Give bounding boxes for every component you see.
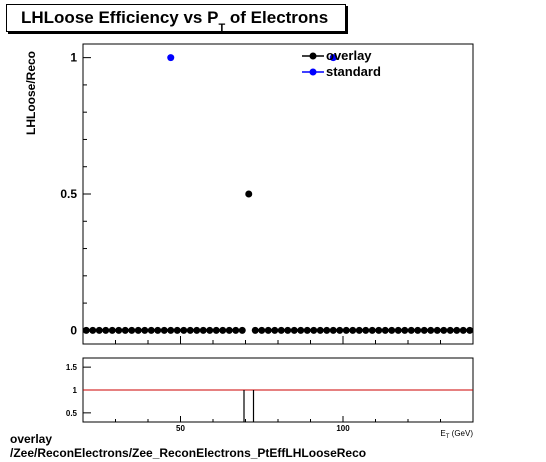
chart-title-subscript: T (218, 22, 226, 34)
overlay-point (115, 326, 123, 334)
overlay-point (407, 326, 415, 334)
overlay-point (459, 326, 467, 334)
overlay-point (108, 326, 116, 334)
overlay-point (420, 326, 428, 334)
footer-line-1: overlay (10, 432, 53, 446)
overlay-point (336, 326, 344, 334)
overlay-point (323, 326, 331, 334)
overlay-point (316, 326, 324, 334)
y-tick-label: 0 (70, 323, 77, 337)
overlay-point (154, 326, 162, 334)
overlay-point (401, 326, 409, 334)
overlay-point (238, 326, 246, 334)
footer: overlay /Zee/ReconElectrons/Zee_ReconEle… (10, 432, 366, 460)
overlay-point (102, 326, 110, 334)
overlay-point (381, 326, 389, 334)
standard-point (167, 54, 175, 62)
overlay-point (303, 326, 311, 334)
legend-standard-label: standard (326, 64, 381, 79)
main-marks (82, 54, 474, 334)
overlay-point (394, 326, 402, 334)
chart-title-main: LHLoose Efficiency vs P (21, 8, 219, 27)
legend-overlay-marker (309, 52, 317, 60)
footer-line-2: /Zee/ReconElectrons/Zee_ReconElectrons_P… (10, 446, 367, 460)
overlay-point (368, 326, 376, 334)
legend-standard-marker (309, 68, 317, 76)
ratio-y-tick-label: 1.5 (66, 363, 78, 372)
overlay-point (427, 326, 435, 334)
legend-overlay-label: overlay (326, 48, 372, 63)
ratio-axes: 0.5 1 1.5 50 100 (66, 363, 474, 433)
overlay-point (134, 326, 142, 334)
ratio-marks (83, 389, 473, 422)
overlay-point (349, 326, 357, 334)
standard-point (329, 54, 337, 62)
overlay-point (180, 326, 188, 334)
overlay-point (206, 326, 214, 334)
ratio-y-tick-label: 0.5 (66, 409, 78, 418)
overlay-point (251, 326, 259, 334)
chart-title: LHLoose Efficiency vs PT of Electrons (21, 8, 329, 34)
overlay-point (245, 190, 253, 198)
overlay-point (284, 326, 292, 334)
chart-title-rest: of Electrons (225, 8, 329, 27)
overlay-point (440, 326, 448, 334)
overlay-point (258, 326, 266, 334)
y-tick-label: 1 (70, 51, 77, 65)
overlay-point (128, 326, 136, 334)
overlay-point (375, 326, 383, 334)
overlay-point (167, 326, 175, 334)
overlay-point (466, 326, 474, 334)
ratio-x-tick-label: 100 (336, 424, 350, 433)
main-plot-frame (82, 43, 474, 345)
overlay-point (297, 326, 305, 334)
overlay-point (193, 326, 201, 334)
overlay-point (82, 326, 90, 334)
legend: overlay standard (302, 48, 381, 79)
overlay-point (264, 326, 272, 334)
overlay-point (186, 326, 194, 334)
overlay-point (141, 326, 149, 334)
overlay-point (271, 326, 279, 334)
ratio-y-tick-label: 1 (73, 386, 78, 395)
overlay-point (199, 326, 207, 334)
overlay-point (342, 326, 350, 334)
overlay-point (173, 326, 181, 334)
overlay-point (219, 326, 227, 334)
overlay-point (388, 326, 396, 334)
overlay-point (362, 326, 370, 334)
overlay-point (290, 326, 298, 334)
overlay-point (95, 326, 103, 334)
overlay-point (225, 326, 233, 334)
overlay-point (329, 326, 337, 334)
main-axes: 00.51 (60, 51, 474, 344)
overlay-point (446, 326, 454, 334)
overlay-point (121, 326, 129, 334)
overlay-point (453, 326, 461, 334)
overlay-point (433, 326, 441, 334)
overlay-point (212, 326, 220, 334)
x-axis-label: ET (GeV) (440, 429, 473, 440)
y-tick-label: 0.5 (60, 187, 77, 201)
overlay-point (277, 326, 285, 334)
overlay-point (414, 326, 422, 334)
overlay-point (147, 326, 155, 334)
overlay-point (232, 326, 240, 334)
overlay-point (89, 326, 97, 334)
overlay-point (355, 326, 363, 334)
overlay-point (160, 326, 168, 334)
ratio-x-tick-label: 50 (176, 424, 185, 433)
overlay-point (310, 326, 318, 334)
title-box: LHLoose Efficiency vs PT of Electrons (6, 4, 346, 34)
